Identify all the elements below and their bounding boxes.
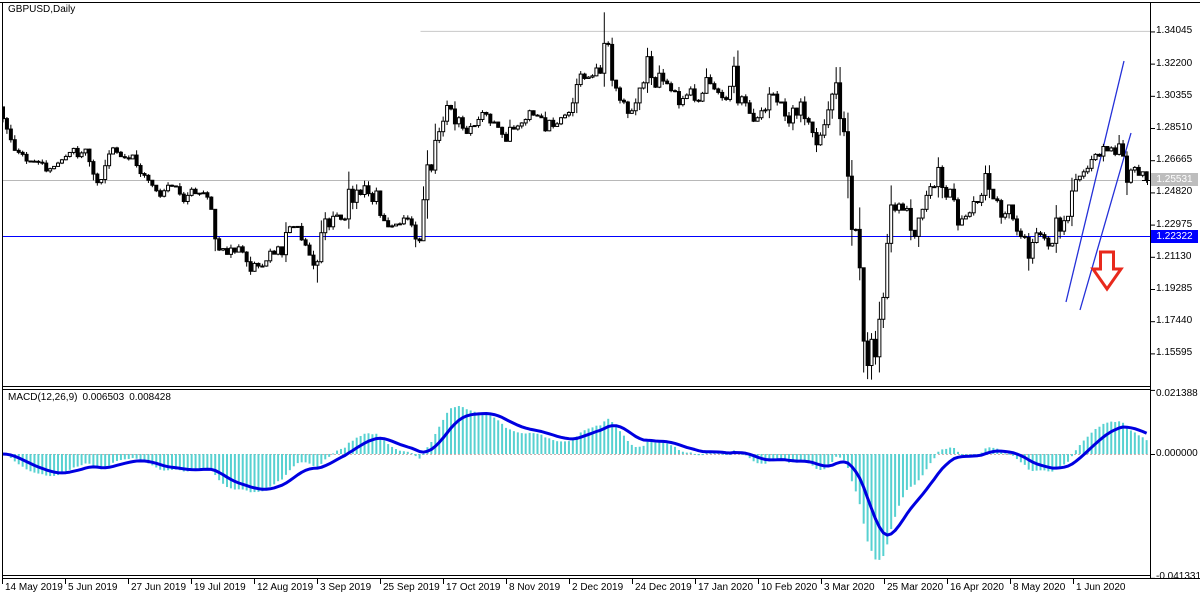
time-axis-label: 25 Mar 2020 [887,582,944,593]
macd-series [2,406,1148,560]
time-axis-label: 1 Jun 2020 [1076,582,1126,593]
bid-price-tag: 1.25531 [1151,173,1198,186]
macd-axis-label: 0.000000 [1156,448,1198,459]
price-axis-label: 1.26665 [1156,154,1193,166]
time-axis-label: 25 Sep 2019 [383,582,440,593]
time-axis-label: 19 Jul 2019 [194,582,246,593]
candlestick-series[interactable] [2,12,1149,380]
time-axis-label: 2 Dec 2019 [572,582,624,593]
time-axis-label: 8 Nov 2019 [509,582,561,593]
price-axis-label: 1.22975 [1156,218,1193,230]
time-axis-label: 24 Dec 2019 [635,582,692,593]
time-axis-label: 27 Jun 2019 [131,582,187,593]
macd-name: MACD(12,26,9) [8,392,78,403]
horizontal-line-price-tag: 1.22322 [1151,230,1198,243]
symbol-period-label: GBPUSD,Daily [8,4,76,15]
down-arrow-annotation[interactable] [1090,250,1124,292]
price-axis[interactable]: 1.34045 1.32200 1.30355 1.28510 1.26665 1.248… [1150,0,1200,600]
time-axis[interactable]: 14 May 2019 5 Jun 2019 27 Jun 2019 19 Jul 2… [0,578,1200,600]
price-axis-label: 1.17440 [1156,315,1193,327]
pane-borders [0,2,1200,584]
price-axis-label: 1.24820 [1156,186,1193,198]
macd-axis-label: 0.021388 [1156,388,1198,399]
time-axis-label: 3 Sep 2019 [320,582,372,593]
time-axis-label: 14 May 2019 [5,582,63,593]
time-axis-label: 8 May 2020 [1013,582,1066,593]
price-axis-label: 1.34045 [1156,25,1193,37]
macd-value-signal: 0.008428 [129,392,171,403]
time-axis-label: 16 Apr 2020 [950,582,1004,593]
time-axis-label: 17 Oct 2019 [446,582,501,593]
time-axis-label: 3 Mar 2020 [824,582,875,593]
time-axis-label: 10 Feb 2020 [761,582,818,593]
price-axis-label: 1.21130 [1156,250,1192,262]
time-axis-label: 12 Aug 2019 [257,582,314,593]
macd-signal-line [2,412,1148,537]
price-axis-label: 1.32200 [1156,57,1193,69]
chart-frame [2,30,1150,455]
time-axis-label: 17 Jan 2020 [698,582,754,593]
price-axis-label: 1.19285 [1156,282,1193,294]
price-axis-label: 1.30355 [1156,89,1193,101]
price-axis-label: 1.15595 [1156,347,1193,359]
macd-value-main: 0.006503 [82,392,125,403]
macd-axis-label: -0.041331 [1156,571,1200,582]
time-axis-label: 5 Jun 2019 [68,582,118,593]
trendline-1[interactable] [1065,60,1125,303]
macd-indicator-label: MACD(12,26,9) 0.006503 0.008428 [8,392,176,403]
trendline-2[interactable] [1079,132,1132,311]
price-axis-label: 1.28510 [1156,122,1193,134]
